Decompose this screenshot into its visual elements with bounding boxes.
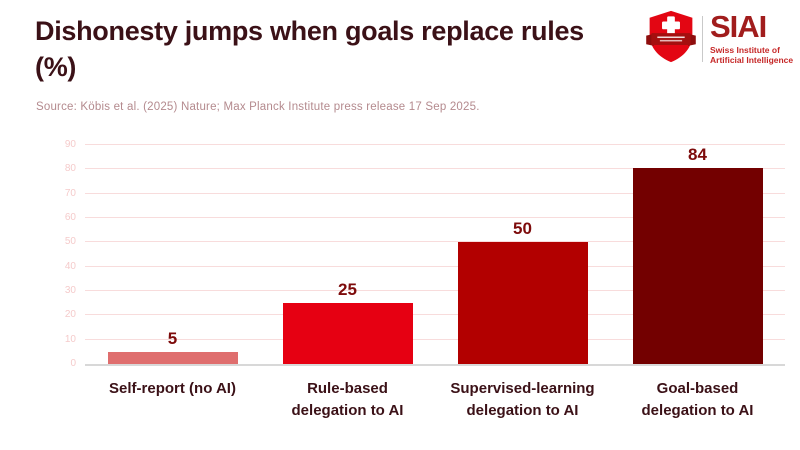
gridline <box>85 144 785 145</box>
bar-slot: 25 <box>260 145 435 364</box>
gridline <box>85 241 785 243</box>
bar-value-label: 84 <box>688 145 707 164</box>
y-axis-tick-label: 20 <box>64 309 76 321</box>
bar-value-label: 25 <box>338 280 357 300</box>
gridline <box>85 265 785 267</box>
y-axis-tick-label: 80 <box>64 163 76 175</box>
y-axis-tick-label: 40 <box>64 260 76 272</box>
bar <box>632 168 763 364</box>
y-axis-tick-label: 0 <box>70 358 76 369</box>
bar-chart: 0 10 20 30 40 50 60 70 80 90 5 25 50 84 Self-report … <box>30 139 790 435</box>
x-axis-labels: Self-report (no AI) Rule-based delegation… <box>85 378 785 422</box>
bar-value-label: 50 <box>513 219 532 239</box>
y-axis-tick-label: 90 <box>64 139 76 150</box>
swiss-shield-icon <box>645 10 697 68</box>
x-axis-label: Rule-based delegation to AI <box>291 380 404 419</box>
page-title: Dishonesty jumps when goals replace rule… <box>35 16 584 82</box>
bar <box>457 242 588 364</box>
y-axis-tick-label: 70 <box>64 187 76 199</box>
bar-value-label: 5 <box>167 328 178 348</box>
gridline <box>85 338 785 340</box>
gridline <box>85 168 785 170</box>
logo-divider <box>702 16 703 62</box>
gridlines <box>85 144 785 364</box>
y-axis-tick-label: 50 <box>64 236 76 248</box>
gridline <box>85 217 785 218</box>
source-caption: Source: Köbis et al. (2025) Nature; Max … <box>36 101 480 113</box>
bar <box>282 303 413 364</box>
y-axis-labels: 0 10 20 30 40 50 60 70 80 90 <box>30 139 76 369</box>
bar-slot: 84 <box>610 145 785 364</box>
siai-logo: SIAI Swiss Institute of Artificial Intel… <box>645 10 793 68</box>
y-axis-tick-label: 60 <box>64 212 76 223</box>
x-axis-label: Supervised-learning delegation to AI <box>450 380 595 419</box>
bar-slot: 50 <box>435 145 610 364</box>
gridline <box>85 314 785 316</box>
bar-slot: 5 <box>85 145 260 364</box>
logo-acronym: SIAI <box>710 9 767 45</box>
y-axis-tick-label: 30 <box>64 285 76 296</box>
y-axis-tick-label: 10 <box>64 333 76 345</box>
logo-text: SIAI Swiss Institute of Artificial Intel… <box>710 9 793 66</box>
logo-name-line1: Swiss Institute of <box>710 44 780 55</box>
gridline <box>85 290 785 291</box>
bars: 5 25 50 84 <box>85 145 785 364</box>
logo-name-line2: Artificial Intelligence <box>710 55 794 66</box>
gridline <box>85 192 785 194</box>
plot-area: 5 25 50 84 <box>85 144 785 366</box>
logo-name: Swiss Institute of Artificial Intelligen… <box>710 45 793 66</box>
bar <box>107 351 238 364</box>
x-axis-label: Self-report (no AI) <box>109 380 236 397</box>
x-axis-label: Goal-based delegation to AI <box>641 380 754 419</box>
